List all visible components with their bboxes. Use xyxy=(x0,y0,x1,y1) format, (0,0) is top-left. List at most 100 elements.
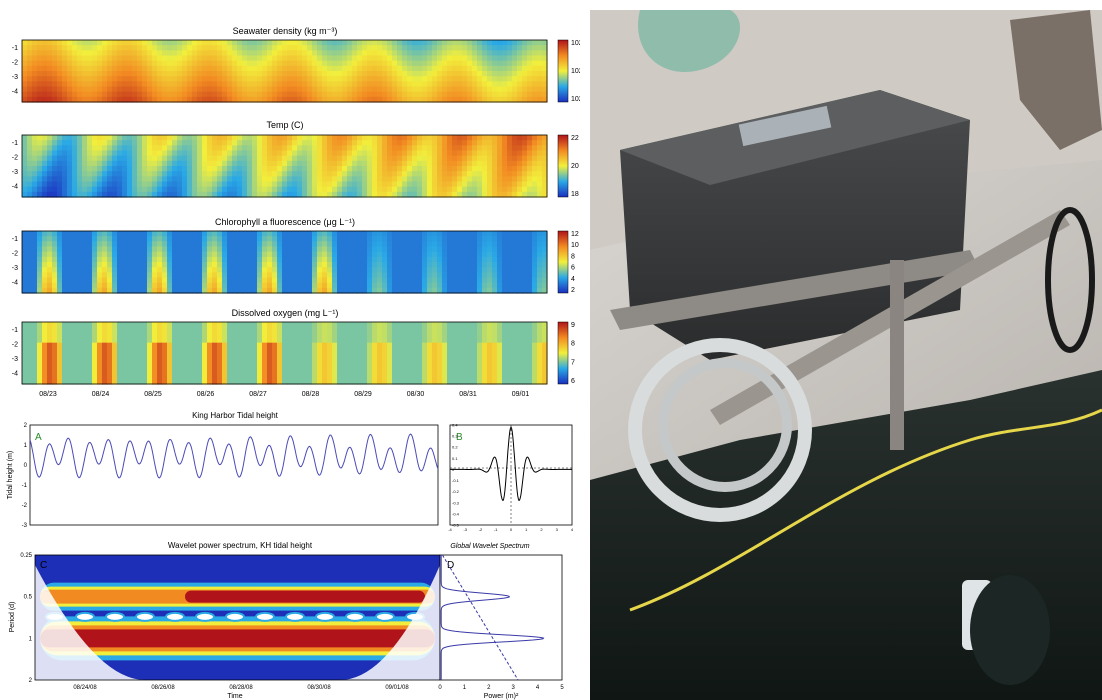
heatmap-cell xyxy=(372,150,378,157)
heatmap-cell xyxy=(27,155,33,162)
heatmap-cell xyxy=(442,145,448,152)
heatmap-cell xyxy=(532,145,538,152)
heatmap-cell xyxy=(497,65,503,72)
heatmap-cell xyxy=(447,76,453,82)
heatmap-cell xyxy=(457,342,463,349)
heatmap-cell xyxy=(132,337,138,344)
heatmap-cell xyxy=(47,277,53,284)
heatmap-cell xyxy=(497,160,503,167)
heatmap-cell xyxy=(432,96,438,103)
heatmap-cell xyxy=(172,171,178,177)
heatmap-cell xyxy=(412,45,418,51)
heatmap-cell xyxy=(87,272,93,279)
heatmap-cell xyxy=(157,181,163,188)
heatmap-cell xyxy=(372,135,378,141)
heatmap-cell xyxy=(137,86,143,93)
heatmap-cell xyxy=(222,191,228,198)
heatmap-cell xyxy=(137,150,143,157)
heatmap-cell xyxy=(487,368,493,375)
heatmap-cell xyxy=(277,256,283,263)
heatmap-cell xyxy=(277,145,283,152)
heatmap-cell xyxy=(212,251,218,258)
heatmap-cell xyxy=(502,231,508,237)
heatmap-cell xyxy=(502,342,508,349)
heatmap-cell xyxy=(242,160,248,167)
heatmap-cell xyxy=(247,50,253,57)
heatmap-cell xyxy=(32,45,38,51)
heatmap-cell xyxy=(187,256,193,263)
colorbar-tick-label: 6 xyxy=(571,265,575,272)
heatmap-cell xyxy=(542,272,548,279)
heatmap-cell xyxy=(207,251,213,258)
heatmap-cell xyxy=(47,91,53,98)
heatmap-cell xyxy=(192,277,198,284)
heatmap-cell xyxy=(217,251,223,258)
heatmap-cell xyxy=(527,65,533,72)
heatmap-cell xyxy=(112,342,118,349)
heatmap-cell xyxy=(287,353,293,359)
heatmap-cell xyxy=(312,322,318,328)
heatmap-cell xyxy=(272,65,278,72)
heatmap-cell xyxy=(472,135,478,141)
heatmap-cell xyxy=(127,91,133,98)
heatmap-cell xyxy=(487,272,493,279)
heatmap-cell xyxy=(302,251,308,258)
heatmap-cell xyxy=(282,86,288,93)
heatmap-cell xyxy=(282,241,288,248)
heatmap-cell xyxy=(507,353,513,359)
heatmap-cell xyxy=(297,322,303,328)
heatmap-cell xyxy=(67,60,73,67)
heatmap-cell xyxy=(52,262,58,268)
heatmap-cell xyxy=(77,91,83,98)
heatmap-cell xyxy=(457,282,463,289)
heatmap-cell xyxy=(202,60,208,67)
heatmap-cell xyxy=(227,246,233,253)
heatmap-cell xyxy=(362,332,368,339)
heatmap-cell xyxy=(452,186,458,193)
heatmap-cell xyxy=(327,231,333,237)
heatmap-cell xyxy=(347,50,353,57)
heatmap-cell xyxy=(107,181,113,188)
heatmap-cell xyxy=(497,337,503,344)
heatmap-cell xyxy=(447,96,453,103)
heatmap-cell xyxy=(397,150,403,157)
heatmap-cell xyxy=(62,363,68,370)
heatmap-cell xyxy=(217,60,223,67)
heatmap-cell xyxy=(517,191,523,198)
colorbar-tick-label: 22 xyxy=(571,135,579,142)
heatmap-cell xyxy=(187,373,193,380)
heatmap-cell xyxy=(262,241,268,248)
heatmap-cell xyxy=(467,40,473,46)
heatmap-cell xyxy=(322,287,328,294)
heatmap-cell xyxy=(427,81,433,88)
heatmap-cell xyxy=(182,272,188,279)
heatmap-cell xyxy=(372,363,378,370)
heatmap-cell xyxy=(457,181,463,188)
heatmap-cell xyxy=(452,246,458,253)
heatmap-cell xyxy=(327,160,333,167)
heatmap-cell xyxy=(407,368,413,375)
heatmap-cell xyxy=(337,60,343,67)
heatmap-cell xyxy=(362,267,368,273)
heatmap-cell xyxy=(407,373,413,380)
heatmap-cell xyxy=(252,267,258,273)
heatmap-cell xyxy=(47,231,53,237)
heatmap-cell xyxy=(82,186,88,193)
heatmap-cell xyxy=(292,50,298,57)
heatmap-cell xyxy=(372,55,378,62)
heatmap-cell xyxy=(312,327,318,333)
heatmap-cell xyxy=(77,181,83,188)
heatmap-cell xyxy=(482,65,488,72)
heatmap-cell xyxy=(352,60,358,67)
heatmap-cell xyxy=(32,40,38,46)
heatmap-cell xyxy=(292,322,298,328)
heatmap-cell xyxy=(452,287,458,294)
heatmap-cell xyxy=(87,256,93,263)
heatmap-cell xyxy=(217,272,223,279)
heatmap-cell xyxy=(42,267,48,273)
heatmap-cell xyxy=(492,332,498,339)
heatmap-cell xyxy=(462,45,468,51)
heatmap-cell xyxy=(372,171,378,177)
heatmap-cell xyxy=(212,267,218,273)
heatmap-cell xyxy=(92,337,98,344)
